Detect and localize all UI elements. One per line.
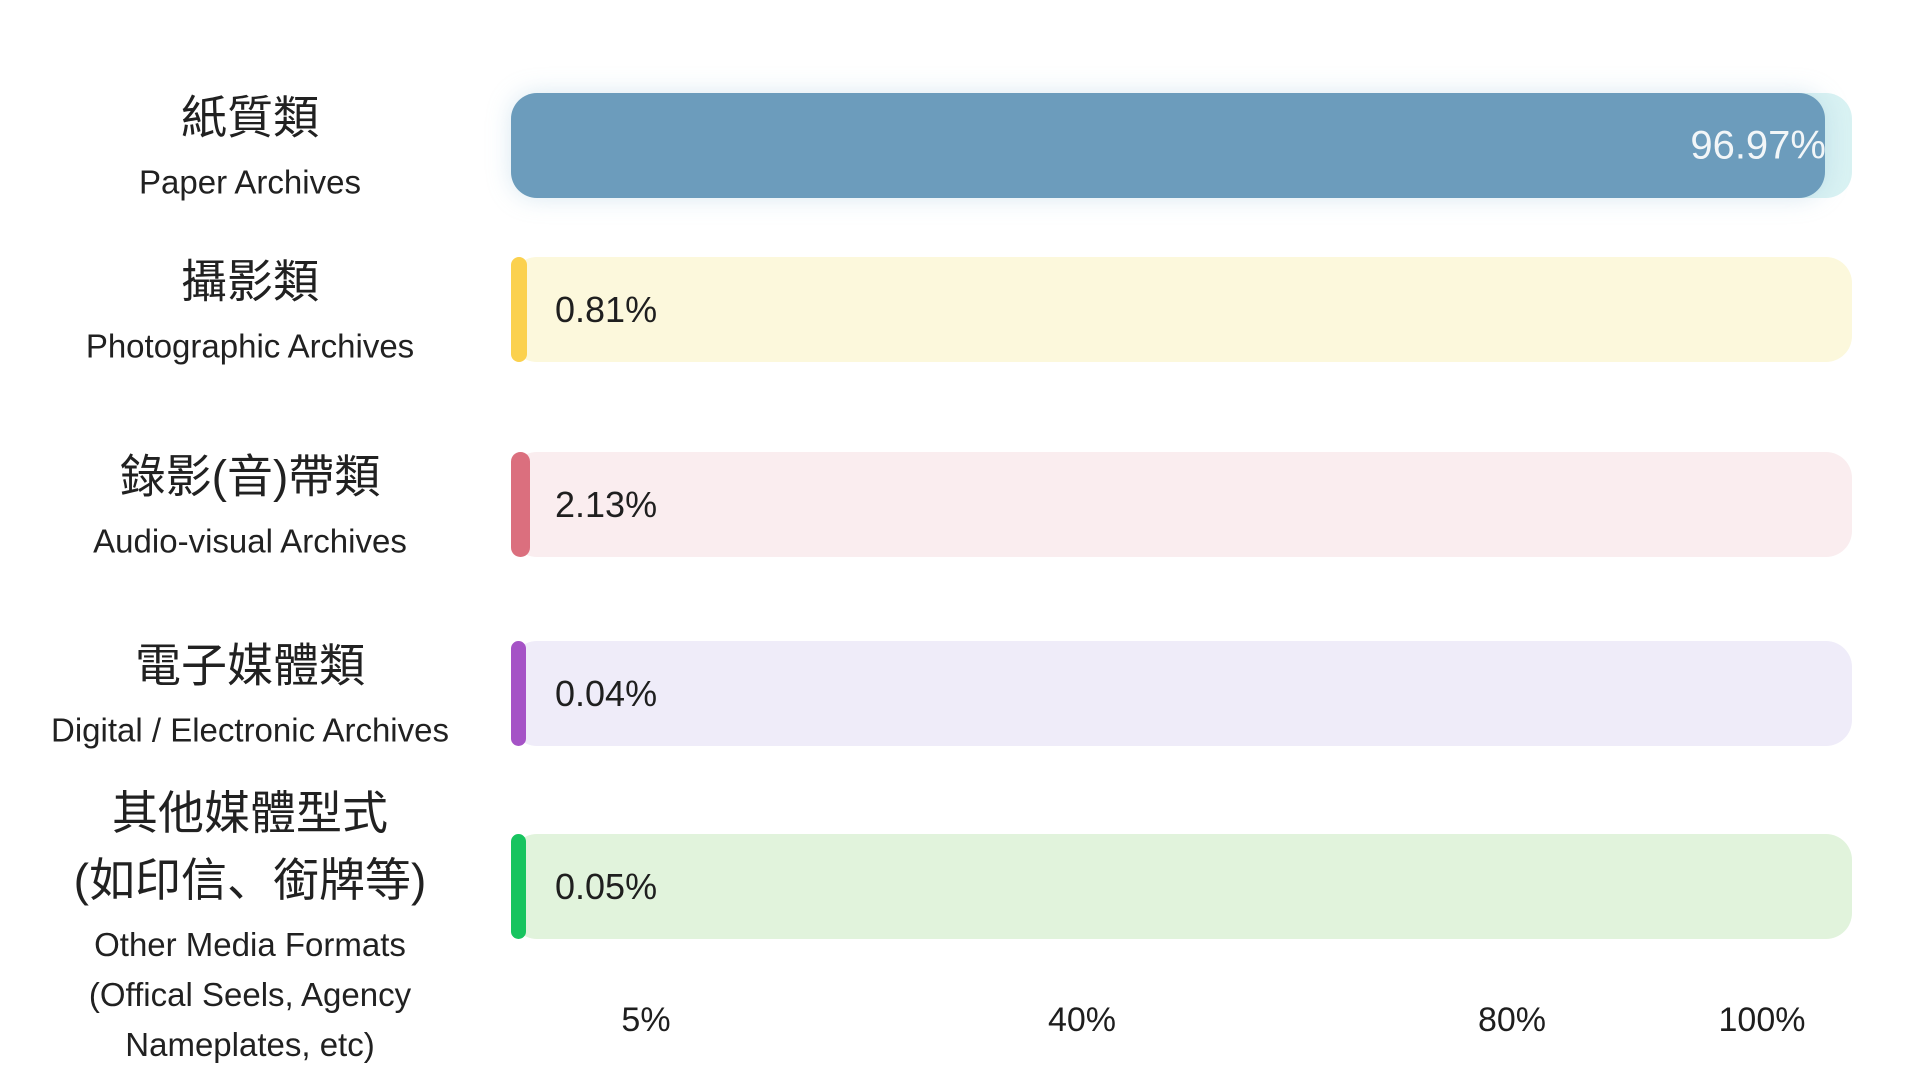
bar-value-label: 2.13% — [555, 483, 658, 525]
category-label-en-line: (Offical Seels, Agency — [88, 976, 412, 1013]
category-label-en: Paper Archives — [10, 157, 490, 207]
bar-value-label: 96.97% — [1690, 123, 1826, 167]
x-axis-tick: 40% — [1047, 1001, 1117, 1039]
category-label-en-line: Other Media Formats — [94, 926, 406, 963]
category-label: 其他媒體型式 (如印信、銜牌等) Other Media Formats (Offi… — [10, 780, 490, 1070]
chart-row: 紙質類 Paper Archives 96.97% — [0, 91, 1920, 200]
bar-fill — [511, 834, 526, 939]
bar-track: 2.13% — [511, 452, 1852, 557]
category-label-zh: 錄影(音)帶類 — [10, 443, 490, 510]
bar-value-label: 0.05% — [555, 865, 658, 907]
category-label-zh: 其他媒體型式 (如印信、銜牌等) — [10, 780, 490, 914]
category-label-en: Digital / Electronic Archives — [10, 705, 490, 755]
category-label: 錄影(音)帶類 Audio-visual Archives — [10, 443, 490, 566]
category-label-en-line: Paper Archives — [139, 163, 361, 200]
bar-fill — [511, 641, 526, 746]
bar-fill — [511, 93, 1825, 198]
bar-track: 0.05% — [511, 834, 1852, 939]
x-axis: 5% 40% 80% 100% — [0, 998, 1920, 1046]
category-label-en: Photographic Archives — [10, 321, 490, 371]
x-axis-tick: 100% — [1718, 1001, 1806, 1039]
category-label-zh-line: 攝影類 — [181, 255, 319, 307]
category-label-en-line: Audio-visual Archives — [93, 522, 407, 559]
chart-row: 攝影類 Photographic Archives 0.81% — [0, 255, 1920, 364]
category-label-zh: 電子媒體類 — [10, 632, 490, 699]
category-label-zh-line: 錄影(音)帶類 — [119, 450, 381, 502]
category-label: 攝影類 Photographic Archives — [10, 248, 490, 371]
bar-fill — [511, 257, 527, 362]
category-label-zh-line: 紙質類 — [181, 91, 319, 143]
chart-row: 錄影(音)帶類 Audio-visual Archives 2.13% — [0, 450, 1920, 559]
category-label-zh: 紙質類 — [10, 84, 490, 151]
chart-row: 電子媒體類 Digital / Electronic Archives 0.04… — [0, 639, 1920, 748]
category-label-en-line: Nameplates, etc) — [125, 1026, 375, 1063]
bar-fill — [511, 452, 530, 557]
bar-track: 0.81% — [511, 257, 1852, 362]
category-label: 電子媒體類 Digital / Electronic Archives — [10, 632, 490, 755]
category-label-en-line: Photographic Archives — [85, 327, 415, 364]
x-axis-tick: 80% — [1477, 1001, 1547, 1039]
x-axis-tick: 5% — [621, 1001, 671, 1039]
category-label-zh-line: (如印信、銜牌等) — [73, 854, 427, 906]
bar-track: 0.04% — [511, 641, 1852, 746]
bar-track: 96.97% — [511, 93, 1852, 198]
category-label-zh-line: 電子媒體類 — [135, 639, 365, 691]
bar-value-label: 0.81% — [555, 288, 658, 330]
chart-row: 其他媒體型式 (如印信、銜牌等) Other Media Formats (Offi… — [0, 787, 1920, 1063]
bar-value-label: 0.04% — [555, 672, 658, 714]
category-label-zh: 攝影類 — [10, 248, 490, 315]
category-label-en: Other Media Formats (Offical Seels, Agenc… — [10, 920, 490, 1070]
category-label-en: Audio-visual Archives — [10, 516, 490, 566]
category-label: 紙質類 Paper Archives — [10, 84, 490, 207]
category-label-en-line: Digital / Electronic Archives — [51, 711, 449, 748]
category-label-zh-line: 其他媒體型式 — [112, 787, 388, 839]
